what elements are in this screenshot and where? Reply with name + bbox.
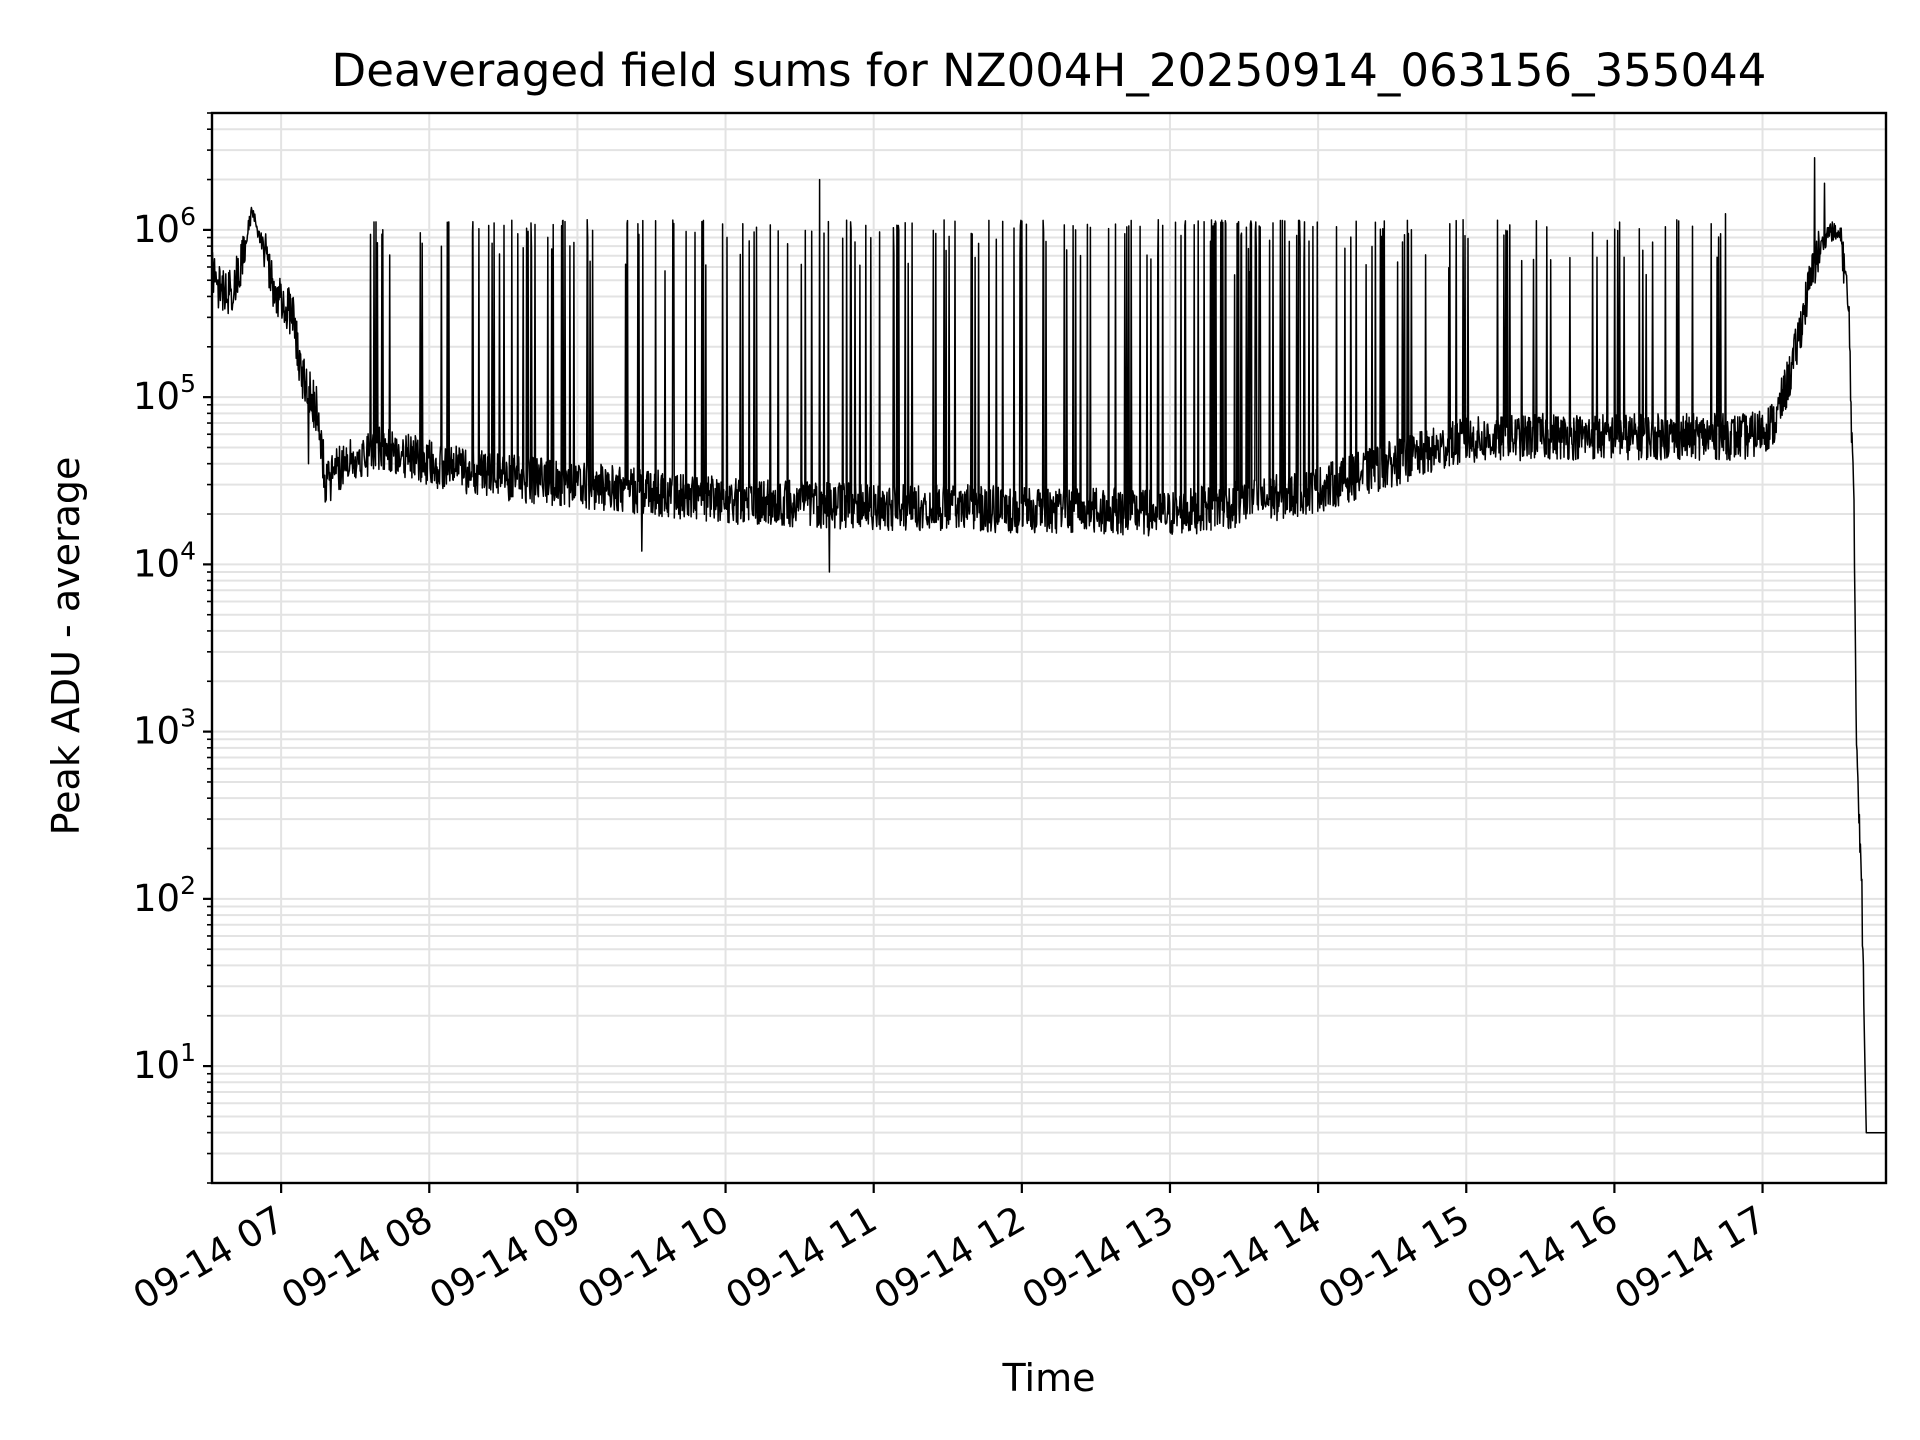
x-tick-label: 09-14 08: [274, 1198, 440, 1318]
x-tick-label: 09-14 15: [1311, 1198, 1477, 1318]
y-tick-label: 102: [133, 871, 196, 920]
x-axis-title: Time: [1002, 1356, 1096, 1400]
series-line: [211, 157, 1887, 1134]
x-tick-label: 09-14 11: [719, 1198, 885, 1318]
x-tick-label: 09-14 17: [1607, 1198, 1773, 1318]
x-tick-label: 09-14 16: [1459, 1198, 1625, 1318]
grid-layer: [212, 112, 1886, 1184]
plot-frame: [210, 111, 1888, 1185]
y-tick-label: 103: [133, 704, 196, 753]
y-axis-title: Peak ADU - average: [44, 457, 88, 836]
x-tick-label: 09-14 12: [867, 1198, 1033, 1318]
x-tick-label: 09-14 13: [1015, 1198, 1181, 1318]
series-layer: [211, 157, 1887, 1134]
y-tick-label: 104: [133, 536, 196, 585]
x-tick-label: 09-14 09: [422, 1198, 588, 1318]
chart-title: Deaveraged field sums for NZ004H_2025091…: [332, 44, 1767, 97]
y-tick-label: 106: [133, 202, 196, 251]
y-tick-label: 101: [133, 1038, 196, 1087]
x-tick-label: 09-14 10: [570, 1198, 736, 1318]
x-tick-label: 09-14 07: [126, 1198, 292, 1318]
y-tick-label: 105: [133, 369, 196, 418]
x-tick-label: 09-14 14: [1163, 1198, 1329, 1318]
